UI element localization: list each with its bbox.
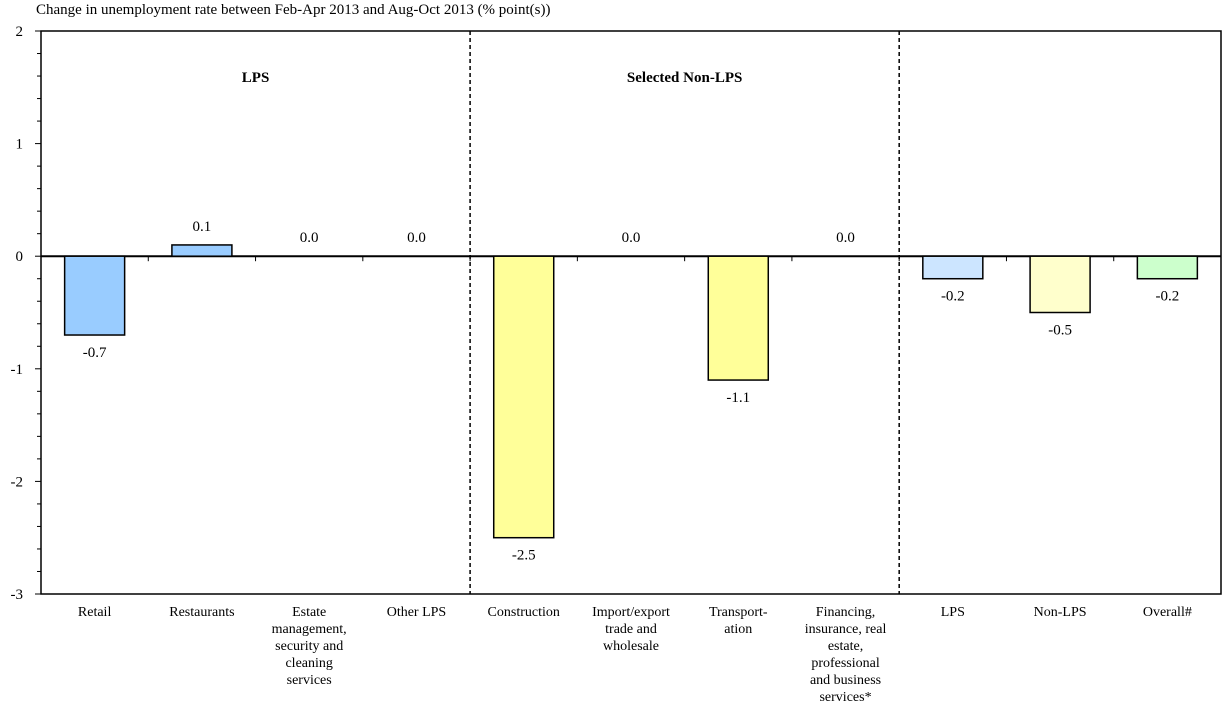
y-tick-label: -1 xyxy=(11,362,24,378)
bar xyxy=(707,255,770,381)
category-label-line: Other LPS xyxy=(387,605,447,620)
y-tick-label: 2 xyxy=(16,24,24,40)
plot-frame xyxy=(40,30,1222,595)
category-label: Construction xyxy=(488,605,560,620)
category-label-line: services* xyxy=(819,690,871,705)
category-label: Retail xyxy=(78,605,112,620)
plot-area: 2 1 0 -1 -2 -3 xyxy=(11,24,1222,603)
category-label: Financing, insurance, real estate, professi… xyxy=(805,605,887,705)
value-label: -0.7 xyxy=(83,345,107,361)
value-label: -0.2 xyxy=(941,289,965,305)
value-label: 0.0 xyxy=(300,230,319,246)
category-label-line: Financing, xyxy=(816,605,876,620)
category-label: Estate management, security and cleaning ser… xyxy=(272,605,347,688)
category-label-line: estate, xyxy=(828,639,863,654)
category-label: Import/export trade and wholesale xyxy=(592,605,670,654)
group-label: Selected Non-LPS xyxy=(627,70,742,86)
category-label-line: cleaning xyxy=(285,656,332,671)
value-label: -0.2 xyxy=(1155,289,1179,305)
category-label-line: management, xyxy=(272,622,347,637)
category-label-line: Estate xyxy=(292,605,326,620)
category-label-line: services xyxy=(287,673,332,688)
value-label: 0.1 xyxy=(193,219,212,235)
category-label-line: ation xyxy=(724,622,752,637)
category-label-line: Import/export xyxy=(592,605,670,620)
value-label: -1.1 xyxy=(726,390,750,406)
category-label-line: Transport- xyxy=(709,605,768,620)
y-tick-label: -3 xyxy=(11,587,24,603)
category-label-line: Restaurants xyxy=(169,605,234,620)
category-label-line: security and xyxy=(275,639,343,654)
group-label: LPS xyxy=(242,70,270,86)
value-label: -2.5 xyxy=(512,548,536,564)
value-label: 0.0 xyxy=(407,230,426,246)
category-label-line: Retail xyxy=(78,605,112,620)
y-tick-label: 1 xyxy=(16,137,24,153)
category-label: Restaurants xyxy=(169,605,234,620)
value-label: 0.0 xyxy=(836,230,855,246)
category-label-line: insurance, real xyxy=(805,622,887,637)
bar xyxy=(63,255,126,336)
bar xyxy=(1136,255,1199,280)
category-label: Non-LPS xyxy=(1034,605,1087,620)
category-label: Transport-ation xyxy=(709,605,768,637)
bars xyxy=(63,244,1199,539)
y-tick-label: 0 xyxy=(16,249,24,265)
bar xyxy=(922,255,984,280)
category-label: Other LPS xyxy=(387,605,447,620)
category-label-line: Overall# xyxy=(1143,605,1192,620)
value-label: 0.0 xyxy=(622,230,641,246)
bar xyxy=(1029,255,1091,314)
category-label-line: wholesale xyxy=(603,639,659,654)
category-label-line: LPS xyxy=(941,605,965,620)
value-label: -0.5 xyxy=(1048,323,1072,339)
chart-title: Change in unemployment rate between Feb-… xyxy=(36,2,551,18)
category-label-line: trade and xyxy=(605,622,657,637)
category-label: LPS xyxy=(941,605,965,620)
category-label-line: Non-LPS xyxy=(1034,605,1087,620)
y-tick-label: -2 xyxy=(11,474,24,490)
bar xyxy=(171,244,233,257)
category-label-line: professional xyxy=(811,656,880,671)
category-label: Overall# xyxy=(1143,605,1192,620)
category-label-line: Construction xyxy=(488,605,560,620)
bar xyxy=(492,255,555,539)
labels: LPS Selected Non-LPS -0.7 Retail 0.1 Restaura… xyxy=(78,70,1192,705)
category-label-line: and business xyxy=(810,673,881,688)
